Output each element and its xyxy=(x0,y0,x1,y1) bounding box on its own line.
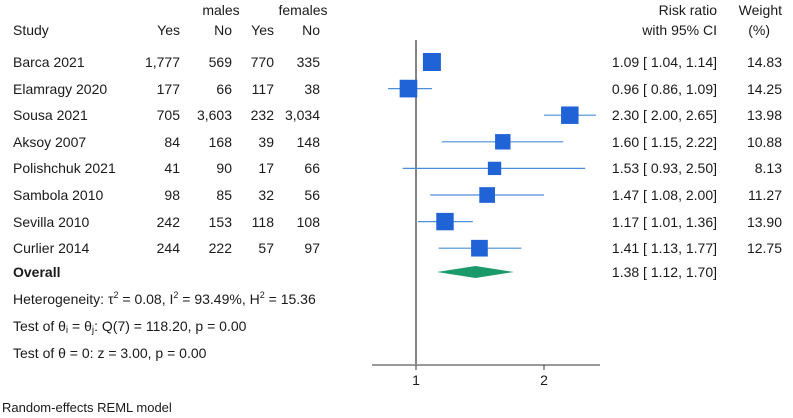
test-theta-zero: Test of θ = 0: z = 3.00, p = 0.00 xyxy=(13,345,207,361)
header-female-yes: Yes xyxy=(251,22,274,38)
male-yes-value: 242 xyxy=(156,213,180,230)
footnote: Random-effects REML model xyxy=(2,400,172,415)
male-yes-value: 177 xyxy=(156,80,180,97)
female-yes-value: 117 xyxy=(251,80,274,97)
ci-text: 1.53 [ 0.93, 2.50] xyxy=(611,160,717,177)
x-tick-label: 1 xyxy=(412,372,420,388)
male-no-value: 168 xyxy=(208,133,232,150)
test-theta-equal: Test of θi = θj: Q(7) = 118.20, p = 0.00 xyxy=(13,318,247,336)
header-ci: with 95% CI xyxy=(642,22,717,38)
header-males: males xyxy=(202,2,240,18)
weight-value: 13.98 xyxy=(746,107,782,124)
header-females: females xyxy=(278,2,328,18)
female-no-value: 97 xyxy=(304,240,320,257)
study-name: Aksoy 2007 xyxy=(13,133,87,150)
effect-marker xyxy=(495,134,511,150)
weight-value: 12.75 xyxy=(746,240,782,257)
ci-text: 2.30 [ 2.00, 2.65] xyxy=(611,107,717,124)
female-yes-value: 57 xyxy=(258,240,274,257)
ci-text: 0.96 [ 0.86, 1.09] xyxy=(611,80,717,97)
male-no-value: 3,603 xyxy=(196,107,232,124)
study-name: Sambola 2010 xyxy=(13,187,104,203)
female-yes-value: 232 xyxy=(250,107,274,124)
header-risk-ratio: Risk ratio xyxy=(658,2,717,18)
female-no-value: 3,034 xyxy=(284,107,320,124)
female-yes-value: 39 xyxy=(258,133,274,150)
female-no-value: 66 xyxy=(304,160,320,177)
female-no-value: 56 xyxy=(304,187,320,203)
header-male-yes: Yes xyxy=(157,22,180,38)
study-name: Elamragy 2020 xyxy=(13,80,108,97)
ci-text: 1.47 [ 1.08, 2.00] xyxy=(611,187,717,203)
male-yes-value: 41 xyxy=(164,160,180,177)
study-name: Barca 2021 xyxy=(13,54,85,70)
female-yes-value: 17 xyxy=(258,160,274,177)
effect-marker xyxy=(561,106,579,124)
female-yes-value: 770 xyxy=(250,54,274,70)
male-no-value: 222 xyxy=(208,240,232,257)
heterogeneity-text: Heterogeneity: τ2 = 0.08, I2 = 93.49%, H… xyxy=(13,290,316,308)
header-female-no: No xyxy=(302,22,320,38)
effect-marker xyxy=(436,212,454,231)
header-weight-pct: (%) xyxy=(748,22,770,38)
male-no-value: 66 xyxy=(216,80,232,97)
ci-text: 1.09 [ 1.04, 1.14] xyxy=(611,54,717,70)
header-weight: Weight xyxy=(738,2,782,18)
weight-value: 10.88 xyxy=(746,133,782,150)
effect-marker xyxy=(479,187,495,203)
overall-diamond xyxy=(436,266,514,278)
effect-marker xyxy=(399,79,418,98)
ci-text: 1.17 [ 1.01, 1.36] xyxy=(611,213,717,230)
male-no-value: 85 xyxy=(216,187,232,203)
overall-label: Overall xyxy=(13,264,61,280)
study-name: Sevilla 2010 xyxy=(13,213,90,230)
overall-ci-text: 1.38 [ 1.12, 1.70] xyxy=(611,264,717,280)
male-yes-value: 84 xyxy=(164,133,180,150)
x-tick-label: 2 xyxy=(540,372,548,388)
male-no-value: 153 xyxy=(208,213,232,230)
female-yes-value: 118 xyxy=(251,213,274,230)
header-study: Study xyxy=(13,22,49,38)
effect-marker xyxy=(487,161,502,176)
weight-value: 8.13 xyxy=(754,160,782,177)
study-name: Polishchuk 2021 xyxy=(13,160,116,177)
weight-value: 13.90 xyxy=(746,213,782,230)
study-name: Sousa 2021 xyxy=(13,107,88,124)
male-yes-value: 244 xyxy=(156,240,180,257)
male-no-value: 569 xyxy=(208,54,232,70)
female-yes-value: 32 xyxy=(258,187,274,203)
male-no-value: 90 xyxy=(216,160,232,177)
female-no-value: 335 xyxy=(296,54,320,70)
female-no-value: 148 xyxy=(296,133,320,150)
weight-value: 11.27 xyxy=(748,187,782,203)
male-yes-value: 705 xyxy=(156,107,180,124)
female-no-value: 38 xyxy=(304,80,320,97)
male-yes-value: 98 xyxy=(164,187,180,203)
female-no-value: 108 xyxy=(296,213,320,230)
header-male-no: No xyxy=(214,22,232,38)
weight-value: 14.25 xyxy=(746,80,782,97)
male-yes-value: 1,777 xyxy=(144,54,180,70)
ci-text: 1.60 [ 1.15, 2.22] xyxy=(611,133,717,150)
effect-marker xyxy=(471,239,488,257)
ci-text: 1.41 [ 1.13, 1.77] xyxy=(611,240,717,257)
study-name: Curlier 2014 xyxy=(13,240,90,257)
weight-value: 14.83 xyxy=(746,54,782,70)
effect-marker xyxy=(422,53,441,71)
